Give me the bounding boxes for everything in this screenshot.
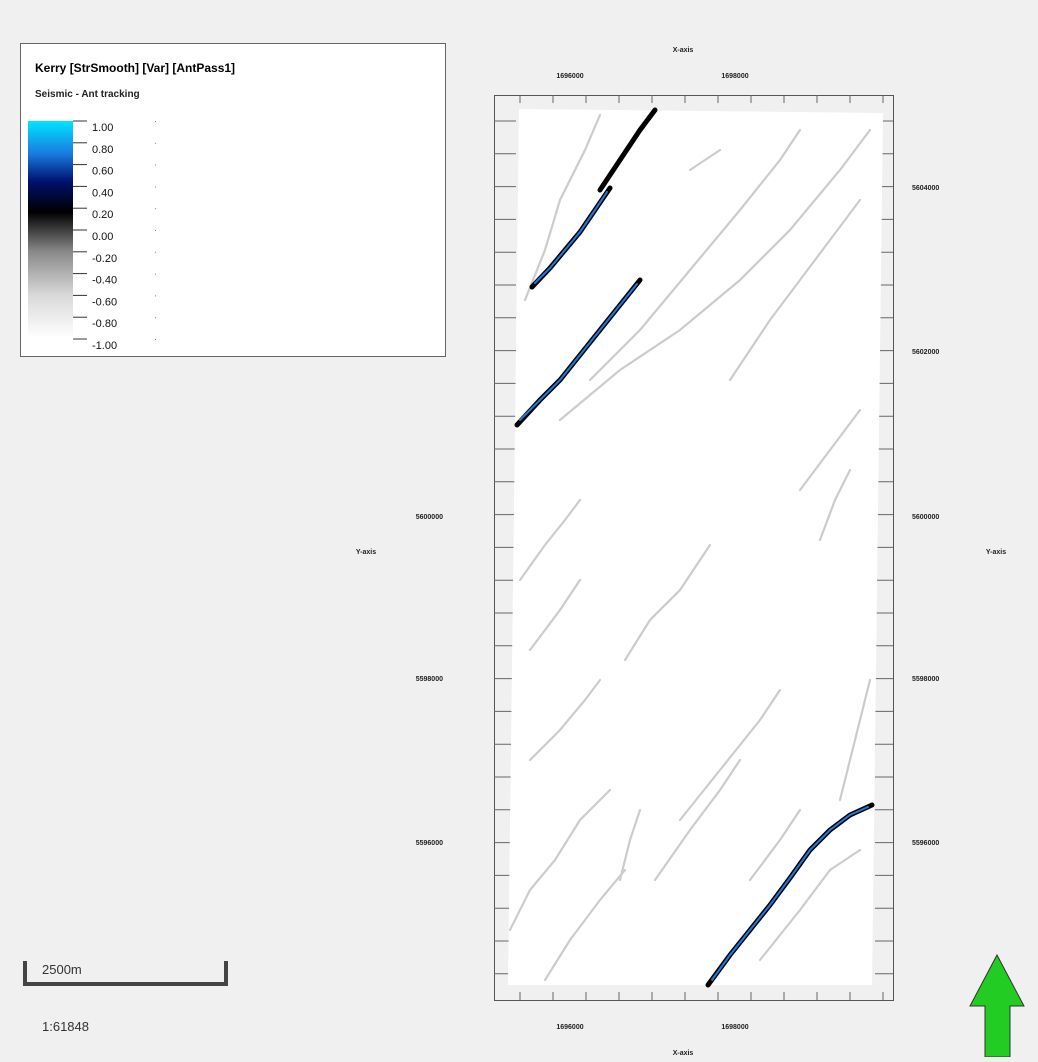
color-bar-dot [155, 121, 156, 122]
map-frame [494, 95, 894, 1001]
color-bar-label: -0.80 [92, 318, 117, 330]
color-bar-dot [155, 142, 156, 144]
y-tick-label-left: 5598000 [416, 676, 443, 683]
color-bar-label: -1.00 [92, 340, 117, 352]
color-bar-label: 1.00 [92, 122, 113, 134]
legend: Kerry [StrSmooth] [Var] [AntPass1] Seism… [20, 43, 446, 357]
scale-ratio: 1:61848 [42, 1019, 89, 1034]
legend-title: Kerry [StrSmooth] [Var] [AntPass1] [35, 61, 235, 75]
y-tick-label-right: 5600000 [912, 514, 939, 521]
color-bar-label: -0.40 [92, 275, 117, 287]
y-tick-label-right: 5596000 [912, 840, 939, 847]
x-axis-label-top: X-axis [673, 47, 694, 54]
y-tick-label-left: 5596000 [416, 840, 443, 847]
color-bar-dot [155, 208, 156, 210]
legend-subtitle: Seismic - Ant tracking [35, 89, 140, 100]
x-tick-label-top: 1698000 [721, 73, 748, 80]
color-bar [28, 121, 73, 338]
color-bar-dot [155, 295, 156, 297]
axis-tick-labels: 1696000 1696000 1698000 1698000 5604000 56020… [416, 73, 940, 1031]
color-bar-dot [155, 164, 156, 166]
y-tick-label-right: 5604000 [912, 185, 939, 192]
frame-ticks [494, 95, 893, 1000]
color-bar-label: 0.80 [92, 144, 113, 156]
faint-faults [508, 113, 872, 982]
data-area [508, 109, 883, 985]
x-tick-label-bottom: 1696000 [556, 1024, 583, 1031]
color-bar-dot [155, 317, 156, 319]
color-bar-label: 0.00 [92, 231, 113, 243]
color-bar-dot [155, 186, 156, 188]
color-bar-label: 0.20 [92, 209, 113, 221]
scale-bar-label: 2500m [42, 962, 82, 977]
color-bar-label: -0.20 [92, 253, 117, 265]
color-bar-dot [155, 251, 156, 253]
color-bar-label: 0.40 [92, 187, 113, 199]
y-tick-label-right: 5598000 [912, 676, 939, 683]
scale-bar-line [23, 961, 228, 986]
legend-frame [20, 43, 446, 357]
y-axis-label-right: Y-axis [986, 549, 1006, 556]
x-tick-label-top: 1696000 [556, 73, 583, 80]
color-bar-label: -0.60 [92, 296, 117, 308]
y-axis-label-left: Y-axis [356, 549, 376, 556]
y-tick-label-right: 5602000 [912, 349, 939, 356]
color-bar-dot [155, 339, 156, 340]
scale-bar: 2500m 1:61848 [23, 961, 228, 1034]
color-bar-dot [155, 273, 156, 275]
x-axis-label-bottom: X-axis [673, 1050, 694, 1057]
seismic-image [508, 107, 883, 988]
color-bar-label: 0.60 [92, 166, 113, 178]
color-bar-labels: 1.00 0.80 0.60 0.40 0.20 0.00 -0.20 -0.40 -0.60 -… [73, 120, 156, 352]
x-tick-label-bottom: 1698000 [721, 1024, 748, 1031]
y-tick-label-left: 5600000 [416, 514, 443, 521]
strong-fault-cores [519, 191, 869, 981]
color-bar-dot [155, 230, 156, 231]
